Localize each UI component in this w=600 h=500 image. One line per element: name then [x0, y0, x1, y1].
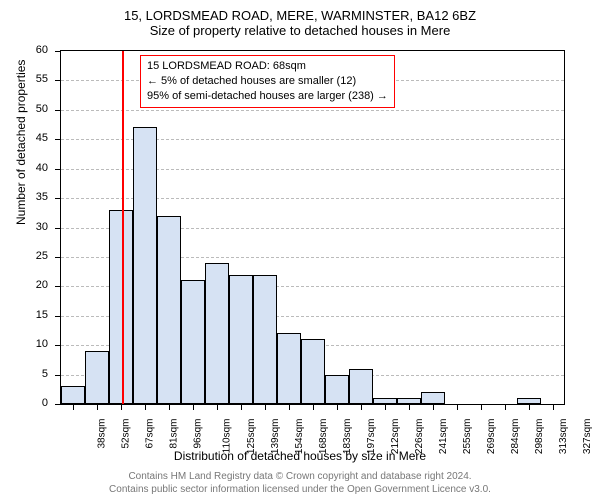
histogram-bar	[61, 386, 85, 404]
ytick-mark	[55, 51, 61, 52]
xtick-mark	[529, 404, 530, 410]
histogram-bar	[349, 369, 373, 404]
ytick-mark	[55, 110, 61, 111]
ytick-label: 10	[8, 338, 48, 350]
histogram-bar	[85, 351, 109, 404]
xtick-mark	[217, 404, 218, 410]
xtick-mark	[481, 404, 482, 410]
legend-line-2: ← 5% of detached houses are smaller (12)	[147, 74, 388, 89]
histogram-bar	[253, 275, 277, 404]
page-subtitle: Size of property relative to detached ho…	[0, 23, 600, 42]
ytick-mark	[55, 80, 61, 81]
xtick-label: 96sqm	[192, 419, 203, 449]
xtick-mark	[553, 404, 554, 410]
histogram-bar	[277, 333, 301, 404]
xtick-mark	[385, 404, 386, 410]
xtick-mark	[409, 404, 410, 410]
footer-line-2: Contains public sector information licen…	[0, 483, 600, 496]
ytick-label: 50	[8, 103, 48, 115]
x-axis-label: Distribution of detached houses by size …	[0, 449, 600, 463]
ytick-label: 35	[8, 191, 48, 203]
grid-line	[61, 110, 564, 111]
ytick-label: 25	[8, 250, 48, 262]
footer-line-1: Contains HM Land Registry data © Crown c…	[0, 470, 600, 483]
histogram-bar	[133, 127, 157, 404]
xtick-mark	[337, 404, 338, 410]
ytick-mark	[55, 345, 61, 346]
xtick-mark	[313, 404, 314, 410]
legend-line-3: 95% of semi-detached houses are larger (…	[147, 89, 388, 104]
histogram-bar	[229, 275, 253, 404]
ytick-mark	[55, 404, 61, 405]
ytick-label: 5	[8, 368, 48, 380]
xtick-label: 52sqm	[121, 419, 132, 449]
histogram-bar	[325, 375, 349, 404]
legend-line-1: 15 LORDSMEAD ROAD: 68sqm	[147, 59, 388, 74]
ytick-mark	[55, 169, 61, 170]
xtick-mark	[361, 404, 362, 410]
reference-line	[122, 51, 124, 404]
ytick-mark	[55, 228, 61, 229]
xtick-label: 67sqm	[144, 419, 155, 449]
ytick-mark	[55, 286, 61, 287]
xtick-mark	[289, 404, 290, 410]
legend-box: 15 LORDSMEAD ROAD: 68sqm ← 5% of detache…	[140, 55, 395, 108]
xtick-mark	[97, 404, 98, 410]
ytick-label: 60	[8, 44, 48, 56]
histogram-bar	[109, 210, 133, 404]
ytick-label: 40	[8, 162, 48, 174]
histogram-chart: 38sqm52sqm67sqm81sqm96sqm110sqm125sqm139…	[60, 50, 565, 405]
histogram-bar	[157, 216, 181, 404]
ytick-mark	[55, 316, 61, 317]
xtick-mark	[169, 404, 170, 410]
xtick-mark	[145, 404, 146, 410]
ytick-mark	[55, 257, 61, 258]
histogram-bar	[181, 280, 205, 404]
ytick-mark	[55, 139, 61, 140]
ytick-mark	[55, 198, 61, 199]
ytick-label: 20	[8, 279, 48, 291]
xtick-mark	[457, 404, 458, 410]
xtick-mark	[73, 404, 74, 410]
xtick-mark	[121, 404, 122, 410]
histogram-bar	[205, 263, 229, 404]
ytick-label: 30	[8, 221, 48, 233]
xtick-mark	[265, 404, 266, 410]
xtick-label: 81sqm	[168, 419, 179, 449]
xtick-mark	[433, 404, 434, 410]
ytick-label: 55	[8, 73, 48, 85]
xtick-mark	[241, 404, 242, 410]
page-title: 15, LORDSMEAD ROAD, MERE, WARMINSTER, BA…	[0, 0, 600, 23]
xtick-mark	[505, 404, 506, 410]
xtick-label: 38sqm	[97, 419, 108, 449]
ytick-label: 45	[8, 132, 48, 144]
footer-attribution: Contains HM Land Registry data © Crown c…	[0, 470, 600, 496]
xtick-mark	[193, 404, 194, 410]
histogram-bar	[421, 392, 445, 404]
ytick-mark	[55, 375, 61, 376]
ytick-label: 15	[8, 309, 48, 321]
ytick-label: 0	[8, 397, 48, 409]
histogram-bar	[301, 339, 325, 404]
